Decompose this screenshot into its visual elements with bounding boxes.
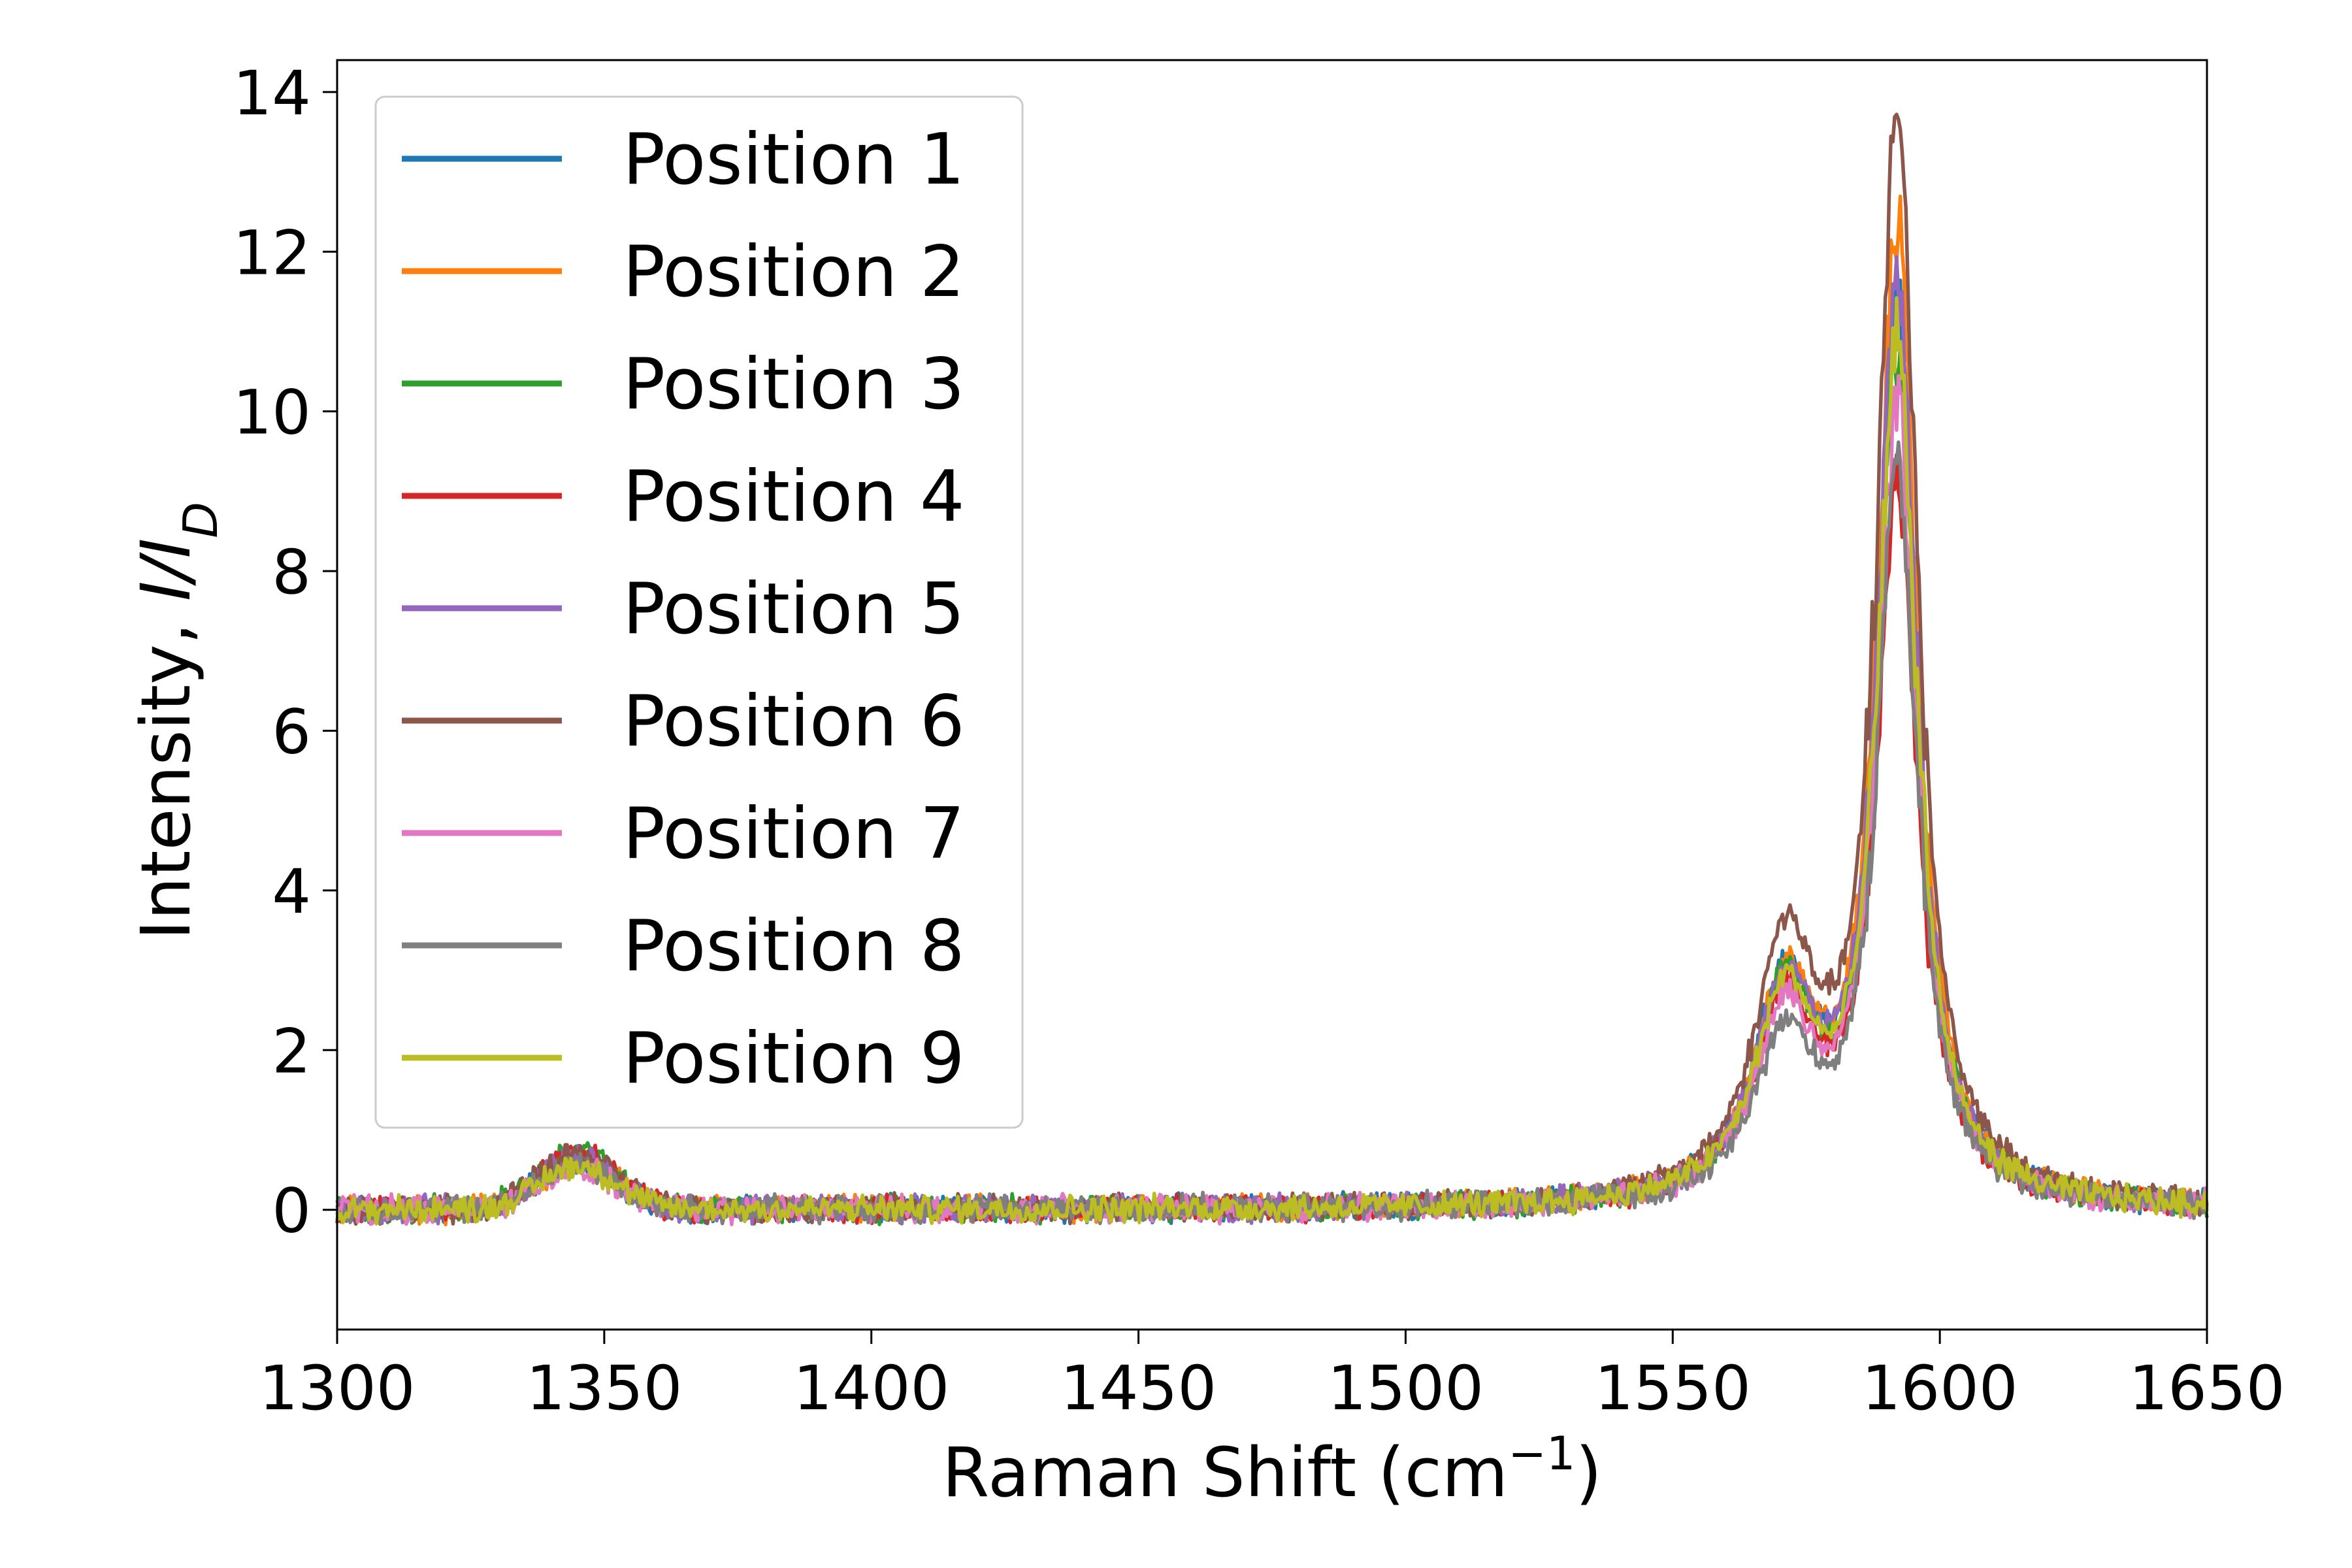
x-tick-label: 1550 [1595,1353,1751,1424]
x-tick-label: 1600 [1862,1353,2018,1424]
x-axis-title-text: Raman Shift (cm [942,1433,1508,1512]
y-axis-title-sub: D [173,502,228,538]
x-axis-title-sup: −1 [1508,1427,1575,1480]
x-axis-title: Raman Shift (cm−1) [942,1427,1602,1512]
x-axis-title-suffix: ) [1575,1433,1602,1512]
y-tick-label: 4 [272,857,311,928]
y-tick-label: 8 [272,537,311,608]
x-tick-label: 1650 [2129,1353,2285,1424]
legend-box [374,95,1024,1129]
y-axis: 0 2 4 6 8 10 12 14 [233,58,337,1247]
series-layer [335,112,2209,1227]
legend-label: Position 3 [623,344,965,425]
x-axis: 1300 1350 1400 1450 1500 1550 1600 1650 [259,1330,2285,1424]
plot-frame [336,59,2208,1331]
y-tick-label: 14 [233,58,311,129]
y-axis-title-text: Intensity, [126,601,206,940]
y-tick-label: 2 [272,1016,311,1087]
x-tick-label: 1400 [793,1353,949,1424]
x-tick-label: 1300 [259,1353,415,1424]
legend-label: Position 9 [623,1018,965,1100]
legend-label: Position 1 [623,119,965,201]
legend-label: Position 6 [623,681,965,762]
legend-label: Position 5 [623,568,965,650]
legend-label: Position 4 [623,456,965,538]
x-tick-label: 1450 [1060,1353,1217,1424]
x-tick-label: 1500 [1328,1353,1484,1424]
series-line-9 [335,296,2209,1226]
y-axis-title-italic: I/I [126,538,206,601]
y-tick-label: 0 [272,1176,311,1247]
y-tick-label: 10 [233,378,311,449]
legend-label: Position 8 [623,906,965,987]
y-tick-label: 12 [233,218,311,289]
legend-label: Position 7 [623,793,965,875]
y-axis-title: Intensity, I/ID [126,502,228,940]
legend: Position 1 Position 2 Position 3 Position 4… [374,95,1024,1129]
y-tick-label: 6 [272,696,311,768]
legend-label: Position 2 [623,231,965,313]
x-tick-label: 1350 [526,1353,682,1424]
